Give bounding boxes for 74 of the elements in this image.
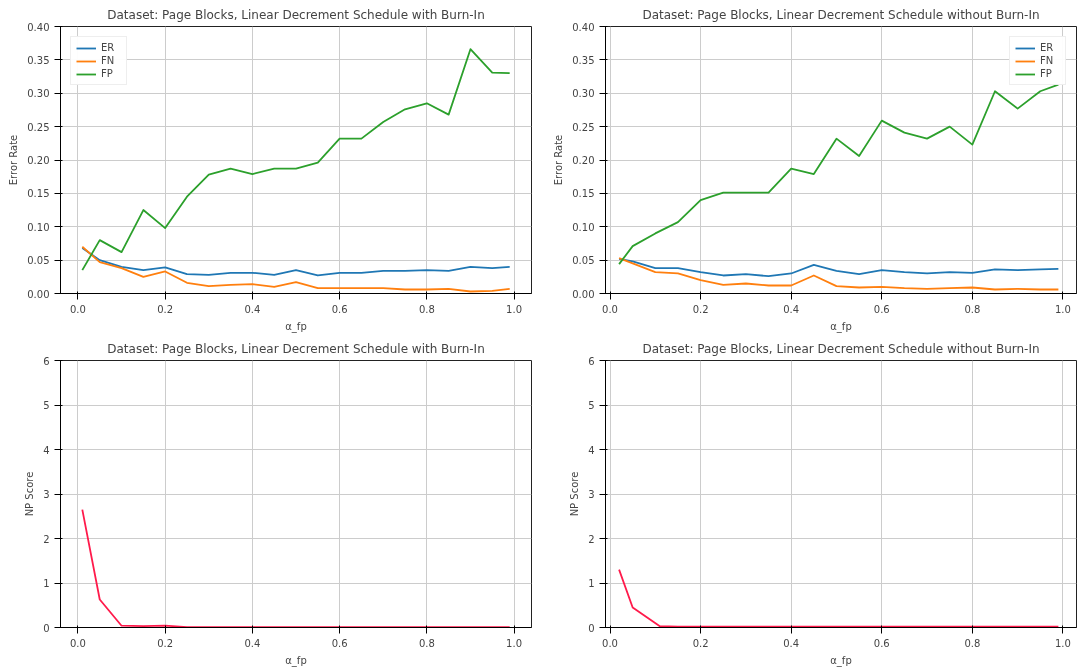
y-tick-label: 0.30 <box>572 88 595 100</box>
x-tick-label: 0.0 <box>602 637 618 649</box>
y-tick-label: 0.35 <box>572 54 595 66</box>
y-tick-label: 6 <box>588 355 595 367</box>
y-tick-label: 0 <box>588 622 595 634</box>
legend-label: FP <box>101 68 114 79</box>
y-axis-title: Error Rate <box>8 134 20 186</box>
x-tick-label: 0.0 <box>69 637 86 649</box>
y-tick-label: 1 <box>588 578 595 589</box>
y-tick-label: 0.15 <box>27 188 50 200</box>
x-axis-title: α_fp <box>285 320 307 333</box>
x-tick-label: 1.0 <box>506 637 523 649</box>
y-tick-label: 0.05 <box>572 255 595 267</box>
x-tick-label: 0.6 <box>331 303 348 315</box>
y-tick-label: 0.20 <box>27 155 50 166</box>
x-tick-label: 0.8 <box>418 303 435 315</box>
y-axis-title: NP Score <box>569 471 581 517</box>
x-tick-label: 0.8 <box>418 637 435 649</box>
legend-label: ER <box>1040 42 1055 53</box>
x-tick-label: 0.2 <box>692 303 709 315</box>
x-tick-label: 0.6 <box>873 303 890 315</box>
y-tick-label: 0.30 <box>27 88 50 100</box>
y-tick-label: 0.25 <box>572 121 595 133</box>
y-tick-label: 4 <box>588 444 595 456</box>
x-axis-title: α_fp <box>285 654 307 667</box>
y-tick-label: 3 <box>43 489 50 500</box>
x-tick-label: 0.8 <box>964 637 981 649</box>
y-tick-label: 0.00 <box>27 288 50 300</box>
y-tick-label: 2 <box>43 533 50 545</box>
x-tick-label: 1.0 <box>1054 637 1071 649</box>
y-tick-label: 5 <box>43 400 50 411</box>
x-tick-label: 0.2 <box>157 303 174 315</box>
legend-label: FN <box>1040 55 1055 66</box>
x-axis-title: α_fp <box>830 320 852 333</box>
chart-title: Dataset: Page Blocks, Linear Decrement Schedule with Burn-In <box>107 7 485 22</box>
x-tick-label: 0.4 <box>244 303 261 315</box>
y-tick-label: 6 <box>43 355 50 367</box>
x-tick-label: 0.2 <box>692 637 709 649</box>
y-tick-label: 0.35 <box>27 54 50 66</box>
y-tick-label: 0.05 <box>27 255 50 267</box>
x-tick-label: 0.8 <box>964 303 981 315</box>
y-axis-title: Error Rate <box>553 134 565 186</box>
x-tick-label: 0.6 <box>873 637 890 649</box>
x-tick-label: 0.4 <box>244 637 261 649</box>
legend-label: ER <box>101 42 116 53</box>
legend-label: FP <box>1040 68 1053 79</box>
y-tick-label: 0.40 <box>27 21 50 33</box>
x-tick-label: 0.0 <box>69 303 86 315</box>
y-tick-label: 0.00 <box>572 288 595 300</box>
chart-title: Dataset: Page Blocks, Linear Decrement Schedule without Burn-In <box>642 341 1040 356</box>
chart-title: Dataset: Page Blocks, Linear Decrement Schedule without Burn-In <box>642 7 1040 22</box>
y-tick-label: 0.25 <box>27 121 50 133</box>
y-tick-label: 4 <box>43 444 50 456</box>
y-tick-label: 0.40 <box>572 21 595 33</box>
x-tick-label: 0.4 <box>783 637 800 649</box>
x-tick-label: 0.4 <box>783 303 800 315</box>
y-tick-label: 0 <box>43 622 50 634</box>
y-tick-label: 0.20 <box>572 155 595 166</box>
x-axis-title: α_fp <box>830 654 852 667</box>
y-tick-label: 0.10 <box>27 221 50 233</box>
x-tick-label: 1.0 <box>1054 303 1071 315</box>
y-tick-label: 1 <box>43 578 50 589</box>
x-tick-label: 0.2 <box>157 637 174 649</box>
y-tick-label: 3 <box>588 489 595 500</box>
y-tick-label: 5 <box>588 400 595 411</box>
legend-label: FN <box>101 55 116 66</box>
x-tick-label: 1.0 <box>506 303 523 315</box>
x-tick-label: 0.0 <box>602 303 618 315</box>
x-tick-label: 0.6 <box>331 637 348 649</box>
chart-title: Dataset: Page Blocks, Linear Decrement Schedule with Burn-In <box>107 341 485 356</box>
y-tick-label: 0.10 <box>572 221 595 233</box>
y-tick-label: 0.15 <box>572 188 595 200</box>
y-axis-title: NP Score <box>24 471 36 517</box>
y-tick-label: 2 <box>588 533 595 545</box>
